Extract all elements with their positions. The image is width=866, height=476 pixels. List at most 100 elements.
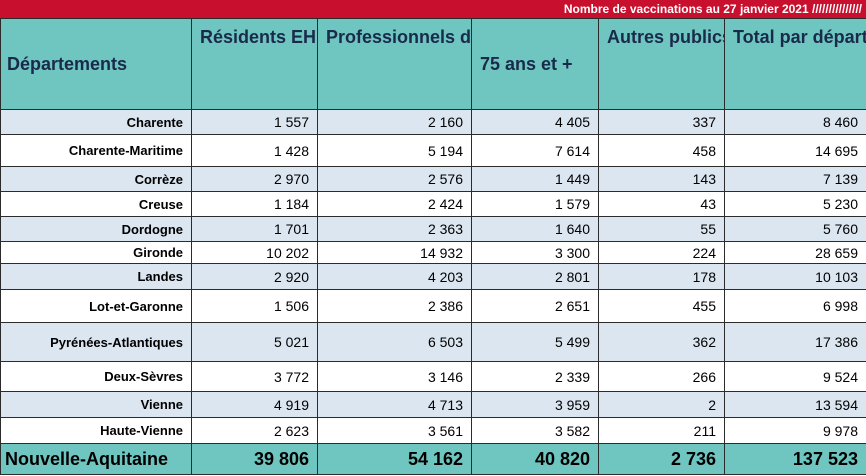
column-header-total: Total par départements xyxy=(724,18,866,110)
cell-autres: 43 xyxy=(598,191,725,217)
cell-total: 8 460 xyxy=(724,109,866,135)
column-header-professionnels: Professionnels de santé xyxy=(317,18,472,110)
cell-total: 5 230 xyxy=(724,191,866,217)
cell-75-ans: 5 499 xyxy=(471,322,599,362)
cell-departement: Haute-Vienne xyxy=(0,417,192,444)
cell-75-ans: 7 614 xyxy=(471,134,599,167)
cell-75-ans: 3 959 xyxy=(471,391,599,418)
cell-total: 28 659 xyxy=(724,241,866,264)
cell-autres: 458 xyxy=(598,134,725,167)
cell-75-ans: 3 300 xyxy=(471,241,599,264)
cell-professionnels: 3 146 xyxy=(317,361,472,392)
cell-total: 5 760 xyxy=(724,216,866,242)
cell-departement: Creuse xyxy=(0,191,192,217)
cell-departement: Corrèze xyxy=(0,166,192,192)
cell-professionnels: 2 363 xyxy=(317,216,472,242)
cell-autres: 143 xyxy=(598,166,725,192)
cell-total: 9 978 xyxy=(724,417,866,444)
cell-75-ans: 2 801 xyxy=(471,263,599,290)
cell-ehpad: 5 021 xyxy=(191,322,318,362)
cell-total: 13 594 xyxy=(724,391,866,418)
cell-professionnels: 4 203 xyxy=(317,263,472,290)
cell-professionnels: 5 194 xyxy=(317,134,472,167)
cell-autres: 211 xyxy=(598,417,725,444)
cell-professionnels: 3 561 xyxy=(317,417,472,444)
cell-75-ans: 1 579 xyxy=(471,191,599,217)
cell-total-total: 137 523 xyxy=(724,443,866,475)
cell-total-ehpad: 39 806 xyxy=(191,443,318,475)
cell-professionnels: 2 424 xyxy=(317,191,472,217)
cell-departement: Charente-Maritime xyxy=(0,134,192,167)
cell-ehpad: 2 623 xyxy=(191,417,318,444)
cell-total: 7 139 xyxy=(724,166,866,192)
table-row: Haute-Vienne 2 623 3 561 3 582 211 9 978 xyxy=(0,417,866,444)
cell-75-ans: 2 339 xyxy=(471,361,599,392)
cell-departement: Lot-et-Garonne xyxy=(0,289,192,323)
cell-ehpad: 10 202 xyxy=(191,241,318,264)
cell-ehpad: 1 701 xyxy=(191,216,318,242)
table-row: Landes 2 920 4 203 2 801 178 10 103 xyxy=(0,263,866,290)
cell-autres: 455 xyxy=(598,289,725,323)
cell-autres: 362 xyxy=(598,322,725,362)
table-row: Pyrénées-Atlantiques 5 021 6 503 5 499 3… xyxy=(0,322,866,362)
column-header-departements: Départements xyxy=(0,18,192,110)
cell-region: Nouvelle-Aquitaine xyxy=(0,443,192,475)
cell-departement: Vienne xyxy=(0,391,192,418)
cell-75-ans: 4 405 xyxy=(471,109,599,135)
cell-total-professionnels: 54 162 xyxy=(317,443,472,475)
cell-75-ans: 2 651 xyxy=(471,289,599,323)
table-row: Deux-Sèvres 3 772 3 146 2 339 266 9 524 xyxy=(0,361,866,392)
cell-departement: Dordogne xyxy=(0,216,192,242)
cell-total: 9 524 xyxy=(724,361,866,392)
table-title: Nombre de vaccinations au 27 janvier 202… xyxy=(0,0,866,18)
cell-autres: 266 xyxy=(598,361,725,392)
cell-75-ans: 1 449 xyxy=(471,166,599,192)
cell-autres: 224 xyxy=(598,241,725,264)
cell-professionnels: 2 160 xyxy=(317,109,472,135)
column-header-75-ans: 75 ans et + xyxy=(471,18,599,110)
cell-professionnels: 4 713 xyxy=(317,391,472,418)
table-row: Vienne 4 919 4 713 3 959 2 13 594 xyxy=(0,391,866,418)
table-row: Gironde 10 202 14 932 3 300 224 28 659 xyxy=(0,241,866,264)
cell-autres: 2 xyxy=(598,391,725,418)
table-row: Charente-Maritime 1 428 5 194 7 614 458 … xyxy=(0,134,866,167)
table-row: Creuse 1 184 2 424 1 579 43 5 230 xyxy=(0,191,866,217)
table-row: Corrèze 2 970 2 576 1 449 143 7 139 xyxy=(0,166,866,192)
table-row: Charente 1 557 2 160 4 405 337 8 460 xyxy=(0,109,866,135)
cell-autres: 55 xyxy=(598,216,725,242)
cell-ehpad: 2 920 xyxy=(191,263,318,290)
cell-ehpad: 1 506 xyxy=(191,289,318,323)
cell-departement: Landes xyxy=(0,263,192,290)
cell-departement: Pyrénées-Atlantiques xyxy=(0,322,192,362)
cell-total: 6 998 xyxy=(724,289,866,323)
cell-75-ans: 1 640 xyxy=(471,216,599,242)
cell-departement: Deux-Sèvres xyxy=(0,361,192,392)
total-row: Nouvelle-Aquitaine 39 806 54 162 40 820 … xyxy=(0,443,866,475)
cell-professionnels: 2 386 xyxy=(317,289,472,323)
cell-autres: 337 xyxy=(598,109,725,135)
cell-ehpad: 1 557 xyxy=(191,109,318,135)
cell-total: 14 695 xyxy=(724,134,866,167)
cell-professionnels: 6 503 xyxy=(317,322,472,362)
cell-ehpad: 1 428 xyxy=(191,134,318,167)
cell-total-75-ans: 40 820 xyxy=(471,443,599,475)
table-row: Dordogne 1 701 2 363 1 640 55 5 760 xyxy=(0,216,866,242)
cell-total: 10 103 xyxy=(724,263,866,290)
header-row: Départements Résidents EHPAD/ULSD Profes… xyxy=(0,18,866,110)
cell-ehpad: 4 919 xyxy=(191,391,318,418)
cell-professionnels: 2 576 xyxy=(317,166,472,192)
cell-total-autres: 2 736 xyxy=(598,443,725,475)
cell-75-ans: 3 582 xyxy=(471,417,599,444)
cell-departement: Gironde xyxy=(0,241,192,264)
cell-professionnels: 14 932 xyxy=(317,241,472,264)
cell-ehpad: 1 184 xyxy=(191,191,318,217)
cell-ehpad: 2 970 xyxy=(191,166,318,192)
table-body: Charente 1 557 2 160 4 405 337 8 460 Cha… xyxy=(0,109,866,475)
column-header-ehpad: Résidents EHPAD/ULSD xyxy=(191,18,318,110)
cell-autres: 178 xyxy=(598,263,725,290)
column-header-autres-publics: Autres publics prioritaires xyxy=(598,18,725,110)
cell-departement: Charente xyxy=(0,109,192,135)
table-row: Lot-et-Garonne 1 506 2 386 2 651 455 6 9… xyxy=(0,289,866,323)
cell-total: 17 386 xyxy=(724,322,866,362)
cell-ehpad: 3 772 xyxy=(191,361,318,392)
